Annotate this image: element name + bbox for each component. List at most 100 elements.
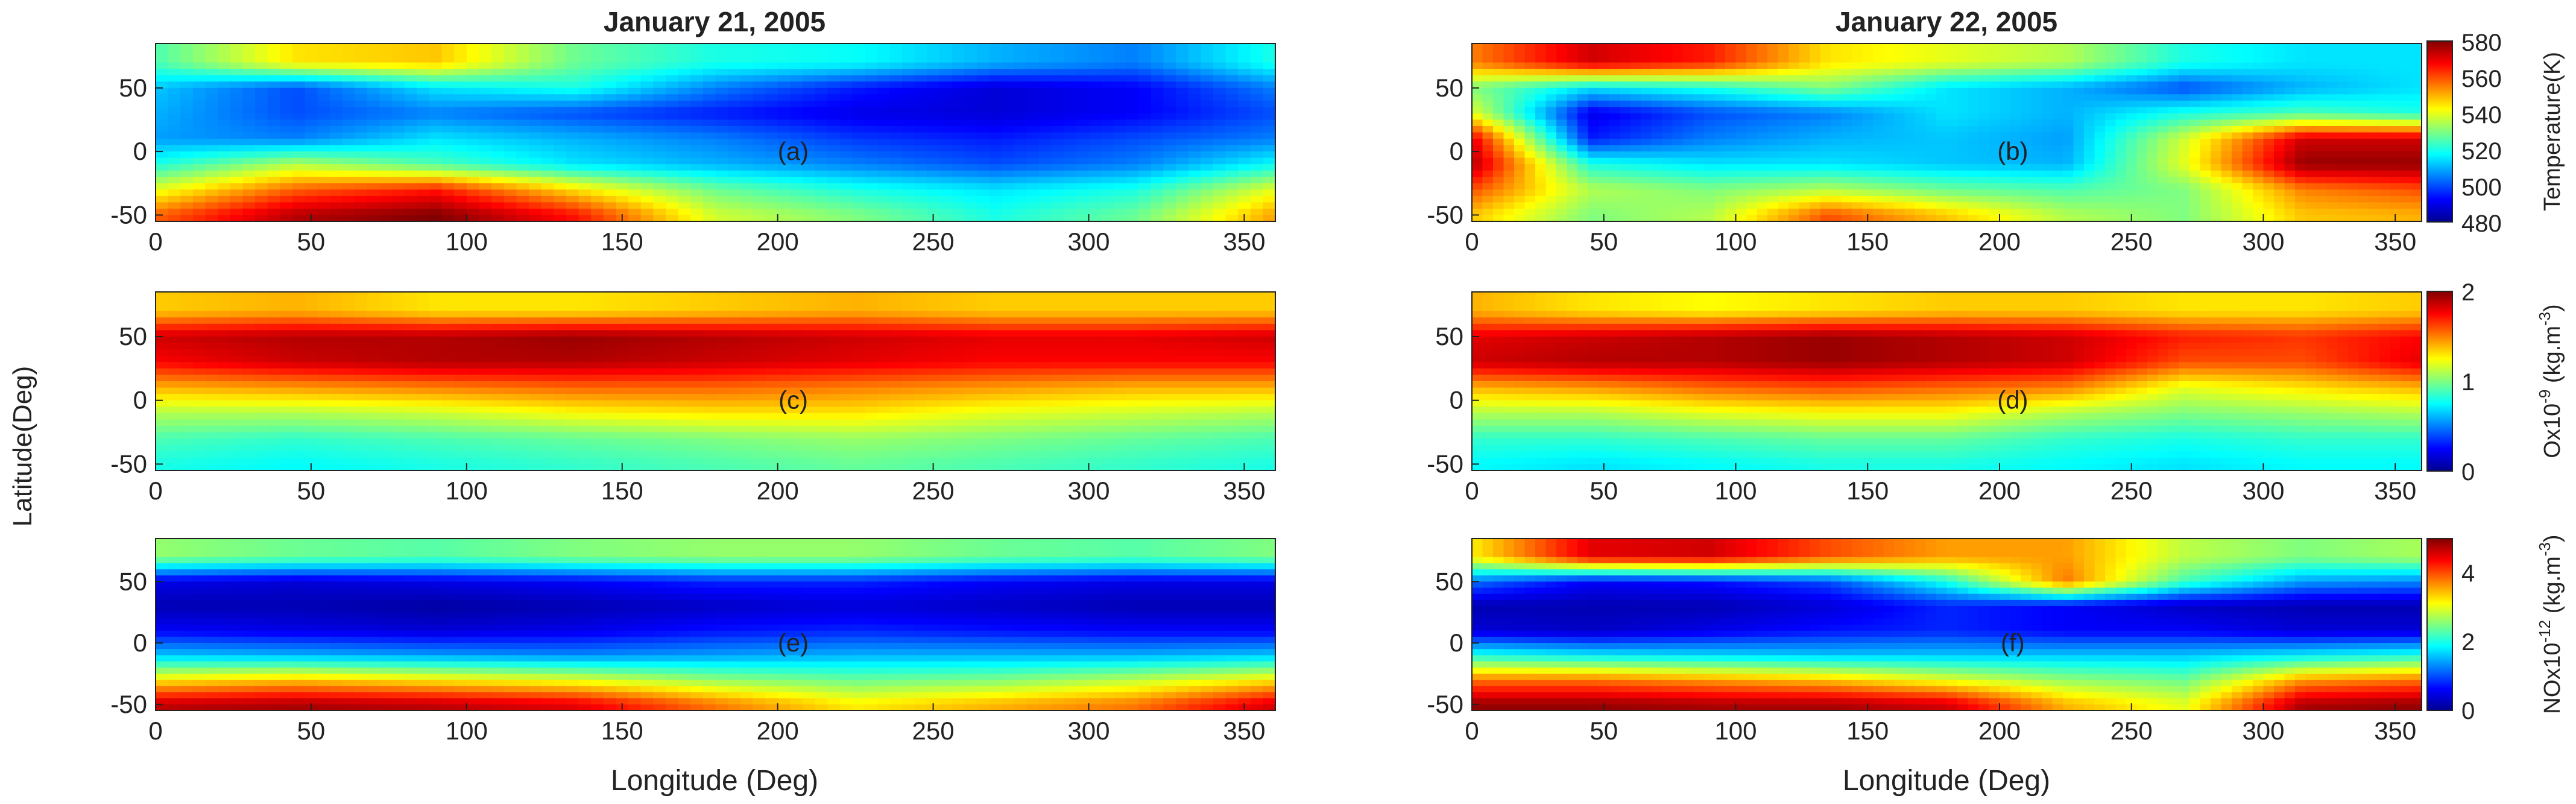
heatmap-cell — [2063, 145, 2074, 152]
heatmap-cell — [554, 183, 567, 190]
heatmap-cell — [156, 56, 169, 63]
heatmap-cell — [2358, 132, 2370, 139]
heatmap-cell — [1683, 113, 1694, 121]
heatmap-cell — [2115, 100, 2127, 107]
heatmap-cell — [1894, 189, 1905, 197]
heatmap-cell — [1725, 189, 1737, 197]
heatmap-cell — [466, 75, 480, 82]
heatmap-cell — [1683, 132, 1694, 139]
heatmap-cell — [815, 43, 828, 51]
heatmap-cell — [2168, 87, 2180, 95]
heatmap-cell — [1201, 151, 1214, 159]
heatmap-cell — [1746, 208, 1758, 216]
heatmap-cell — [379, 164, 393, 171]
heatmap-cell — [479, 49, 492, 57]
heatmap-cell — [2316, 195, 2328, 203]
heatmap-cell — [1151, 49, 1164, 57]
heatmap-cell — [2390, 62, 2401, 69]
heatmap-cell — [1038, 183, 1052, 190]
heatmap-cell — [2115, 177, 2127, 184]
heatmap-cell — [2379, 132, 2391, 139]
heatmap-cell — [1588, 113, 1599, 121]
heatmap-cell — [1883, 81, 1895, 89]
heatmap-cell — [640, 81, 654, 89]
heatmap-cell — [1138, 69, 1152, 76]
heatmap-cell — [790, 125, 803, 133]
heatmap-cell — [2295, 75, 2306, 82]
heatmap-cell — [1493, 113, 1504, 121]
heatmap-cell — [2253, 183, 2264, 190]
heatmap-cell — [2115, 62, 2127, 69]
heatmap-cell — [1788, 119, 1800, 127]
heatmap-cell — [1873, 164, 1884, 171]
heatmap-cell — [267, 119, 280, 127]
heatmap-cell — [765, 202, 778, 209]
heatmap-cell — [1514, 189, 1526, 197]
heatmap-cell — [541, 183, 554, 190]
heatmap-cell — [367, 69, 380, 76]
heatmap-cell — [952, 183, 965, 190]
heatmap-cell — [1175, 183, 1189, 190]
heatmap-cell — [2211, 81, 2222, 89]
heatmap-cell — [2305, 56, 2317, 63]
heatmap-cell — [1683, 195, 1694, 203]
heatmap-cell — [2242, 119, 2253, 127]
heatmap-cell — [790, 208, 803, 216]
heatmap-cell — [2347, 157, 2359, 165]
heatmap-cell — [2390, 107, 2401, 114]
heatmap-cell — [1735, 177, 1747, 184]
heatmap-cell — [964, 69, 977, 76]
heatmap-cell — [728, 195, 741, 203]
heatmap-cell — [1968, 56, 1979, 63]
heatmap-cell — [839, 94, 853, 101]
heatmap-cell — [1163, 75, 1176, 82]
heatmap-cell — [2411, 56, 2422, 63]
heatmap-cell — [578, 183, 592, 190]
heatmap-cell — [1599, 177, 1610, 184]
heatmap-cell — [218, 69, 231, 76]
heatmap-cell — [242, 208, 256, 216]
heatmap-cell — [1831, 183, 1842, 190]
heatmap-cell — [665, 119, 679, 127]
heatmap-cell — [578, 69, 592, 76]
heatmap-cell — [839, 43, 853, 51]
heatmap-cell — [1599, 81, 1610, 89]
heatmap-cell — [1482, 75, 1494, 82]
heatmap-cell — [2073, 81, 2085, 89]
heatmap-cell — [1002, 164, 1015, 171]
heatmap-cell — [1799, 157, 1810, 165]
heatmap-cell — [2073, 119, 2085, 127]
heatmap-cell — [653, 145, 666, 152]
heatmap-cell — [653, 119, 666, 127]
heatmap-cell — [1175, 170, 1189, 177]
heatmap-cell — [665, 215, 679, 222]
heatmap-cell — [2179, 151, 2190, 159]
heatmap-cell — [1263, 195, 1276, 203]
heatmap-cell — [2179, 195, 2190, 203]
heatmap-cell — [2284, 195, 2296, 203]
heatmap-cell — [1693, 69, 1705, 76]
heatmap-cell — [454, 43, 467, 51]
heatmap-cell — [355, 202, 368, 209]
heatmap-cell — [1620, 139, 1631, 146]
heatmap-cell — [753, 151, 766, 159]
heatmap-cell — [1482, 151, 1494, 159]
heatmap-cell — [1014, 202, 1027, 209]
heatmap-cell — [1873, 125, 1884, 133]
heatmap-cell — [2105, 145, 2117, 152]
heatmap-cell — [280, 164, 293, 171]
heatmap-cell — [2147, 87, 2159, 95]
heatmap-cell — [429, 202, 443, 209]
heatmap-cell — [1126, 164, 1139, 171]
heatmap-cell — [2094, 49, 2106, 57]
heatmap-cell — [2284, 151, 2296, 159]
heatmap-cell — [777, 195, 791, 203]
heatmap-cell — [877, 43, 890, 51]
heatmap-cell — [1936, 56, 1948, 63]
heatmap-cell — [1503, 170, 1515, 177]
heatmap-cell — [1873, 170, 1884, 177]
heatmap-cell — [2200, 119, 2211, 127]
heatmap-cell — [1799, 170, 1810, 177]
heatmap-cell — [2347, 125, 2359, 133]
heatmap-cell — [640, 177, 654, 184]
